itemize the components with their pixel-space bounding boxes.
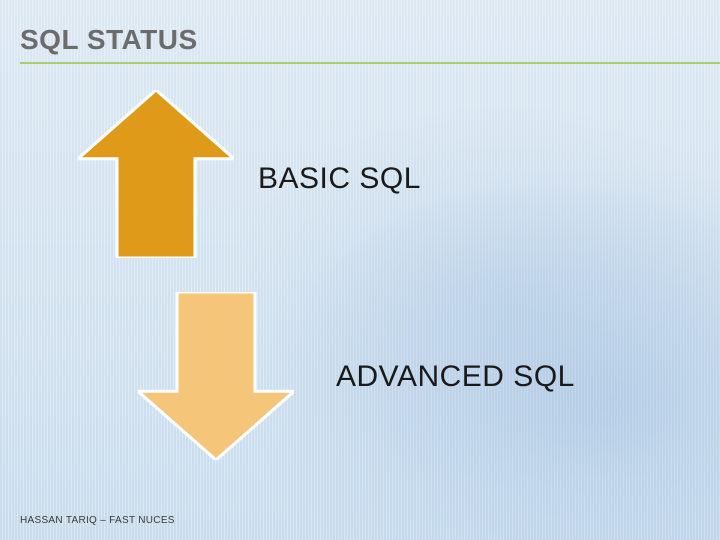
label-basic-sql: BASIC SQL	[258, 162, 421, 196]
footer-text: HASSAN TARIQ – FAST NUCES	[20, 515, 175, 526]
slide-title: SQL STATUS	[20, 24, 198, 56]
arrow-up-container	[78, 90, 234, 258]
title-underline	[20, 62, 720, 64]
arrow-up-icon	[78, 90, 234, 258]
arrow-down-container	[138, 292, 294, 460]
arrow-down-icon	[138, 292, 294, 460]
label-advanced-sql: ADVANCED SQL	[336, 360, 575, 394]
